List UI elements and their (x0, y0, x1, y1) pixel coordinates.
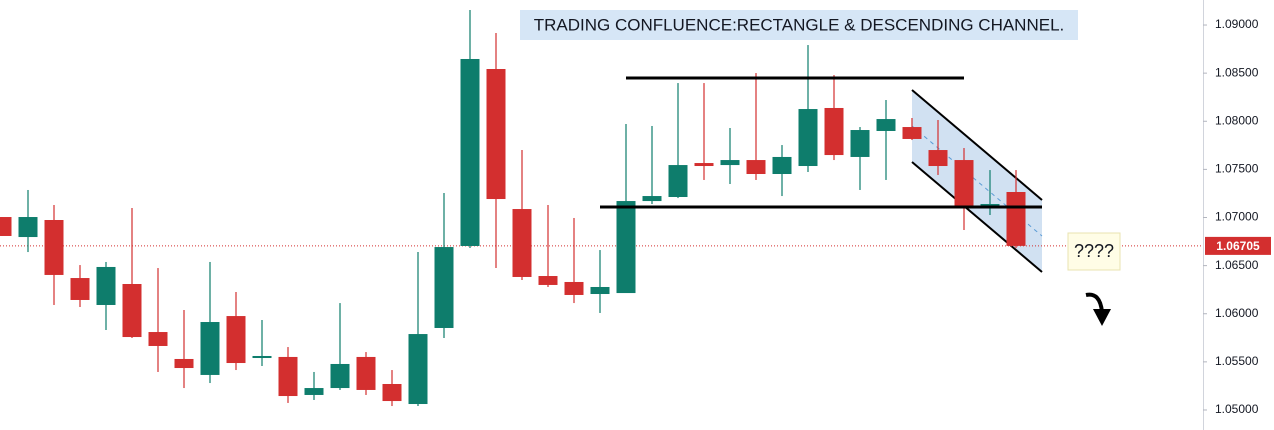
channel-lower (911, 161, 1043, 273)
y-tick-label: 1.07000 (1215, 210, 1259, 224)
last-price-label: 1.06705 (1216, 239, 1260, 253)
candle-body (486, 69, 506, 200)
candle-body (18, 217, 38, 238)
candle-body (122, 284, 142, 338)
candle-body (1006, 191, 1026, 246)
last-price-box (1205, 236, 1271, 255)
callout-box (1067, 232, 1121, 271)
candle-body (538, 276, 558, 285)
candle-body (174, 358, 194, 369)
title-box (520, 10, 1078, 40)
candle-body (330, 363, 350, 389)
candle-body (824, 107, 844, 156)
y-tick-label: 1.07500 (1215, 162, 1259, 176)
candle-body (148, 332, 168, 346)
candle-body (590, 286, 610, 295)
y-tick-label: 1.05500 (1215, 354, 1259, 368)
candle-body (460, 58, 480, 246)
candle-body (850, 130, 870, 157)
candle-body (720, 160, 740, 166)
candle-body (408, 334, 428, 405)
candle-body (668, 165, 688, 198)
candle-body (356, 356, 376, 390)
candle-body (44, 220, 64, 275)
y-tick-label: 1.09000 (1215, 17, 1259, 31)
candle-body (70, 278, 90, 300)
candle-body (512, 209, 532, 277)
candle-body (252, 355, 272, 359)
candle-body (304, 388, 324, 395)
candle-body (200, 322, 220, 375)
candle-body (96, 266, 116, 305)
chart-title: TRADING CONFLUENCE:RECTANGLE & DESCENDIN… (534, 15, 1065, 34)
candle-body (616, 201, 636, 294)
candle-body (746, 160, 766, 175)
candle-body (434, 247, 454, 328)
y-tick-label: 1.06000 (1215, 306, 1259, 320)
candle-body (382, 383, 402, 402)
candle-body (928, 150, 948, 167)
arrow (1085, 292, 1104, 313)
arrow-head (1093, 309, 1111, 326)
candle-body (642, 196, 662, 202)
y-tick-label: 1.06500 (1215, 258, 1259, 272)
callout: ???? (1074, 241, 1114, 261)
candle-body (798, 109, 818, 167)
candle-body (954, 160, 974, 208)
y-tick-label: 1.08000 (1215, 113, 1259, 127)
candle-body (902, 127, 922, 139)
y-tick-label: 1.05000 (1215, 402, 1259, 416)
candle-body (278, 356, 298, 397)
candle-body (772, 156, 792, 175)
candle-body (694, 163, 714, 167)
y-tick-label: 1.08500 (1215, 65, 1259, 79)
candle-body (876, 119, 896, 131)
channel-upper (911, 89, 1043, 201)
candle-body (0, 217, 12, 236)
candle-body (226, 316, 246, 364)
candle-body (564, 281, 584, 295)
plot (0, 10, 1203, 407)
